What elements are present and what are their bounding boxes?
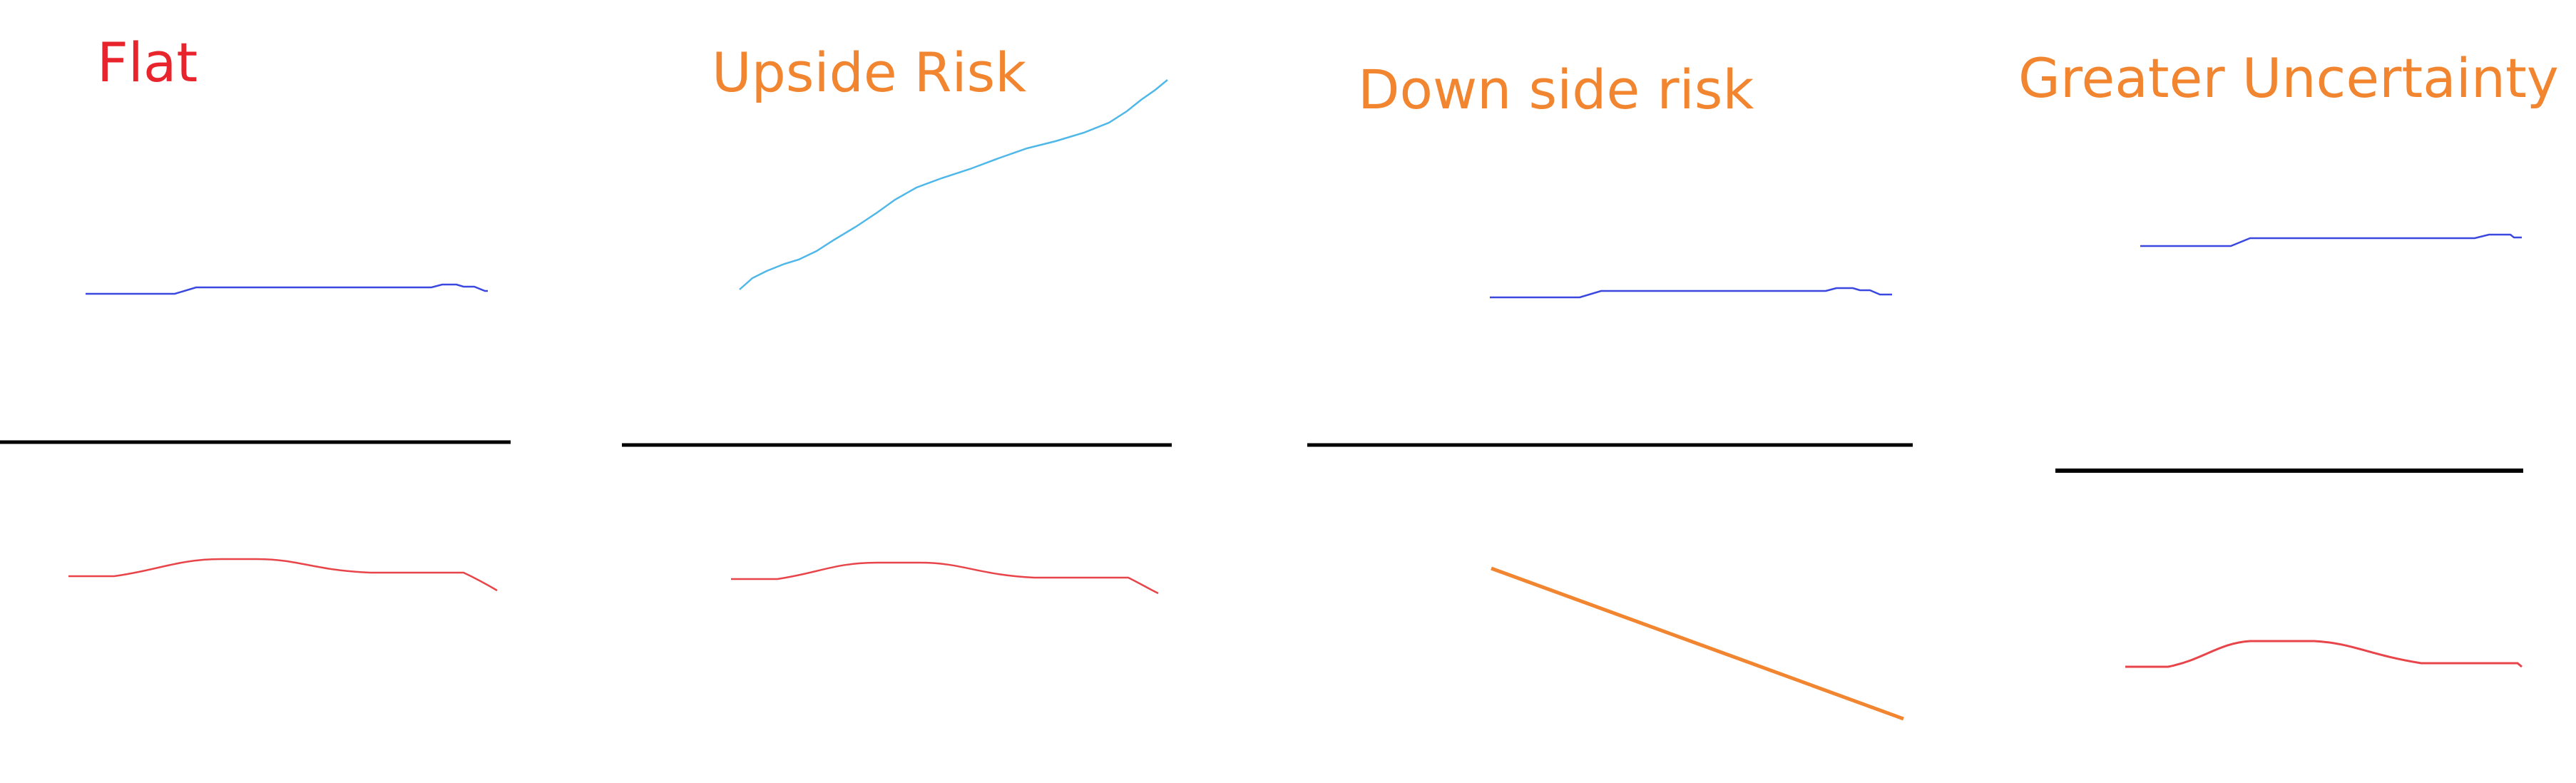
upside-rising-line [739,79,1168,290]
down-upper-line [1490,287,1892,299]
flat-lower-line [68,558,498,592]
upside-lower-line [731,561,1159,595]
down-side-falling-line [1491,566,1904,721]
panel-title-down-side-risk: Down side risk [1358,58,1754,121]
panel-title-upside-risk: Upside Risk [712,41,1027,104]
greater-lower-line [2125,640,2523,668]
panel-title-flat: Flat [97,31,198,94]
flat-upper-line [86,283,488,295]
panel-title-greater-uncertainty: Greater Uncertainty [2018,46,2559,110]
greater-upper-line [2140,233,2522,247]
